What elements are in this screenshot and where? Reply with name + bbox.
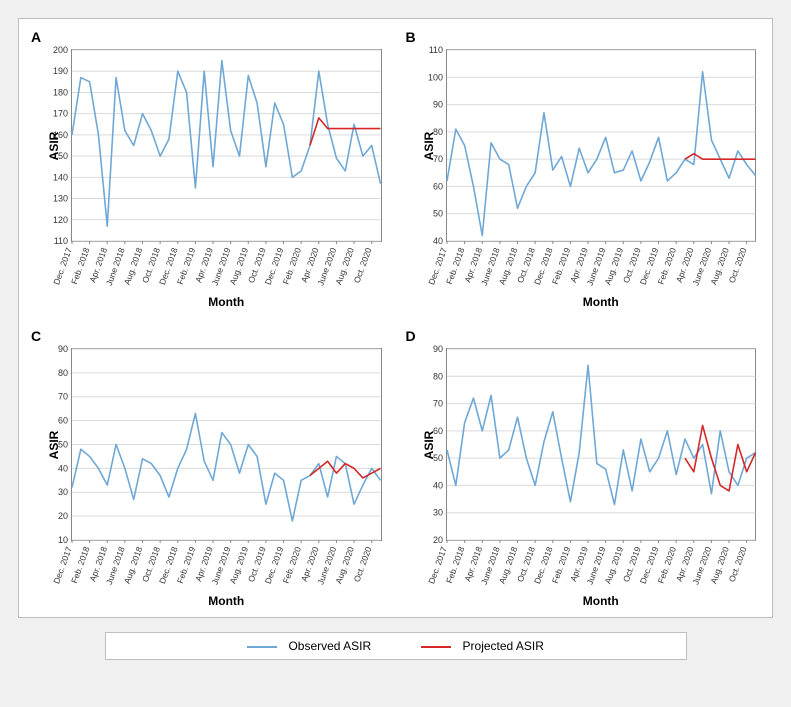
figure-container: A ASIR Month 110120130140150160170180190… [0, 0, 791, 707]
legend-swatch-observed [247, 646, 277, 648]
xlabel-A: Month [208, 295, 244, 309]
ylabel-D: ASIR [422, 430, 436, 459]
legend-observed: Observed ASIR [247, 639, 371, 653]
legend-projected: Projected ASIR [421, 639, 544, 653]
svg-text:130: 130 [53, 194, 68, 204]
svg-text:200: 200 [53, 45, 68, 55]
panel-B: B ASIR Month 405060708090100110Dec. 2017… [406, 33, 761, 312]
svg-text:110: 110 [54, 236, 68, 246]
svg-text:90: 90 [58, 344, 68, 354]
svg-text:20: 20 [58, 511, 68, 521]
svg-text:120: 120 [53, 215, 68, 225]
svg-text:60: 60 [433, 181, 443, 191]
svg-text:90: 90 [433, 344, 443, 354]
ylabel-B: ASIR [422, 131, 436, 160]
svg-text:140: 140 [53, 172, 68, 182]
svg-text:190: 190 [53, 66, 68, 76]
chart-D: ASIR Month 2030405060708090Dec. 2017Feb.… [446, 348, 757, 541]
chart-B: ASIR Month 405060708090100110Dec. 2017Fe… [446, 49, 757, 242]
svg-text:40: 40 [58, 463, 68, 473]
svg-text:10: 10 [58, 535, 68, 545]
chart-C: ASIR Month 102030405060708090Dec. 2017Fe… [71, 348, 382, 541]
legend-projected-label: Projected ASIR [463, 639, 544, 653]
svg-text:40: 40 [433, 236, 443, 246]
xlabel-D: Month [583, 594, 619, 608]
chart-A: ASIR Month 11012013014015016017018019020… [71, 49, 382, 242]
ylabel-C: ASIR [47, 430, 61, 459]
svg-text:80: 80 [433, 371, 443, 381]
legend: Observed ASIR Projected ASIR [105, 632, 687, 660]
panel-label-C: C [31, 328, 41, 344]
plot-D: 2030405060708090Dec. 2017Feb. 2018Apr. 2… [447, 349, 756, 540]
panels-grid: A ASIR Month 110120130140150160170180190… [18, 18, 773, 618]
svg-text:40: 40 [433, 480, 443, 490]
svg-text:60: 60 [58, 416, 68, 426]
svg-text:50: 50 [433, 209, 443, 219]
svg-text:30: 30 [58, 487, 68, 497]
svg-text:30: 30 [433, 508, 443, 518]
panel-C: C ASIR Month 102030405060708090Dec. 2017… [31, 332, 386, 611]
panel-label-B: B [406, 29, 416, 45]
plot-A: 110120130140150160170180190200Dec. 2017F… [72, 50, 381, 241]
ylabel-A: ASIR [47, 131, 61, 160]
panel-label-A: A [31, 29, 41, 45]
plot-B: 405060708090100110Dec. 2017Feb. 2018Apr.… [447, 50, 756, 241]
svg-text:70: 70 [433, 399, 443, 409]
svg-text:90: 90 [433, 100, 443, 110]
svg-text:70: 70 [58, 392, 68, 402]
xlabel-C: Month [208, 594, 244, 608]
svg-text:100: 100 [428, 72, 443, 82]
svg-text:180: 180 [53, 87, 68, 97]
svg-text:20: 20 [433, 535, 443, 545]
legend-observed-label: Observed ASIR [288, 639, 371, 653]
plot-C: 102030405060708090Dec. 2017Feb. 2018Apr.… [72, 349, 381, 540]
panel-D: D ASIR Month 2030405060708090Dec. 2017Fe… [406, 332, 761, 611]
svg-text:80: 80 [58, 368, 68, 378]
legend-swatch-projected [421, 646, 451, 648]
svg-text:170: 170 [53, 109, 68, 119]
svg-text:110: 110 [428, 45, 442, 55]
panel-A: A ASIR Month 110120130140150160170180190… [31, 33, 386, 312]
xlabel-B: Month [583, 295, 619, 309]
panel-label-D: D [406, 328, 416, 344]
